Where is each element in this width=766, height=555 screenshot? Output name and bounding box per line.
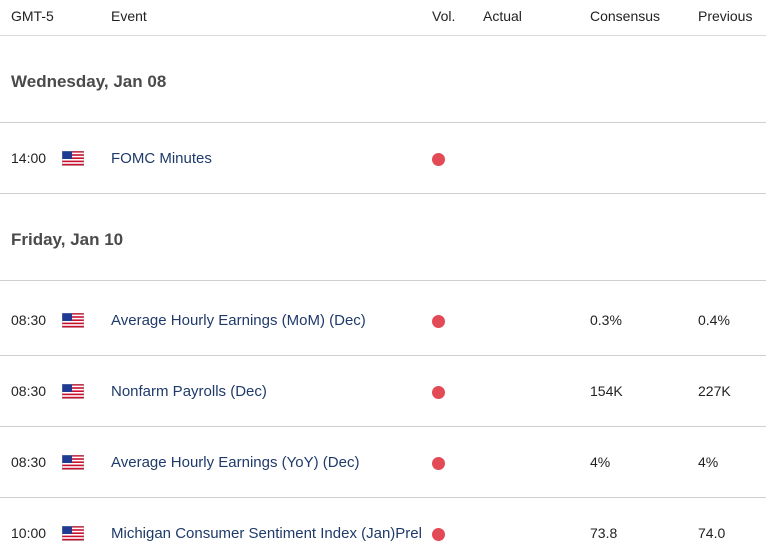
high-volatility-dot-icon	[432, 153, 445, 166]
timezone-header[interactable]: GMT-5	[11, 8, 54, 24]
high-volatility-dot-icon	[432, 528, 445, 541]
event-time: 08:30	[11, 383, 47, 399]
us-flag-icon	[62, 455, 84, 470]
previous-header: Previous	[698, 8, 753, 24]
event-name-link[interactable]: Michigan Consumer Sentiment Index (Jan)P…	[111, 525, 422, 542]
us-flag-icon	[62, 384, 84, 399]
high-volatility-dot-icon	[432, 457, 445, 470]
table-row[interactable]: 08:30 Average Hourly Earnings (MoM) (Dec…	[0, 285, 766, 356]
event-time: 10:00	[11, 525, 47, 541]
event-name-link[interactable]: Average Hourly Earnings (YoY) (Dec)	[111, 454, 360, 471]
event-name-link[interactable]: Average Hourly Earnings (MoM) (Dec)	[111, 312, 366, 329]
day-group-header: Friday, Jan 10	[0, 195, 766, 281]
consensus-value: 154K	[590, 383, 623, 399]
day-group-header: Wednesday, Jan 08	[0, 37, 766, 123]
table-row[interactable]: 08:30 Nonfarm Payrolls (Dec) 154K 227K	[0, 356, 766, 427]
previous-value: 0.4%	[698, 312, 730, 328]
us-flag-icon	[62, 526, 84, 541]
table-row[interactable]: 14:00 FOMC Minutes	[0, 123, 766, 194]
consensus-value: 73.8	[590, 525, 618, 541]
previous-value: 74.0	[698, 525, 726, 541]
event-time: 08:30	[11, 312, 47, 328]
consensus-value: 4%	[590, 454, 611, 470]
us-flag-icon	[62, 313, 84, 328]
table-row[interactable]: 08:30 Average Hourly Earnings (YoY) (Dec…	[0, 427, 766, 498]
us-flag-icon	[62, 151, 84, 166]
vol-header: Vol.	[432, 8, 456, 24]
consensus-value: 0.3%	[590, 312, 622, 328]
previous-value: 227K	[698, 383, 731, 399]
high-volatility-dot-icon	[432, 386, 445, 399]
consensus-header: Consensus	[590, 8, 661, 24]
event-name-link[interactable]: FOMC Minutes	[111, 150, 212, 167]
previous-value: 4%	[698, 454, 719, 470]
high-volatility-dot-icon	[432, 315, 445, 328]
event-time: 14:00	[11, 150, 47, 166]
actual-header: Actual	[483, 8, 522, 24]
table-header: GMT-5 Event Vol. Actual Consensus Previo…	[0, 0, 766, 36]
event-header: Event	[111, 8, 147, 24]
table-row[interactable]: 10:00 Michigan Consumer Sentiment Index …	[0, 498, 766, 555]
day-label: Wednesday, Jan 08	[11, 72, 167, 91]
event-name-link[interactable]: Nonfarm Payrolls (Dec)	[111, 383, 267, 400]
day-label: Friday, Jan 10	[11, 230, 124, 249]
event-time: 08:30	[11, 454, 47, 470]
